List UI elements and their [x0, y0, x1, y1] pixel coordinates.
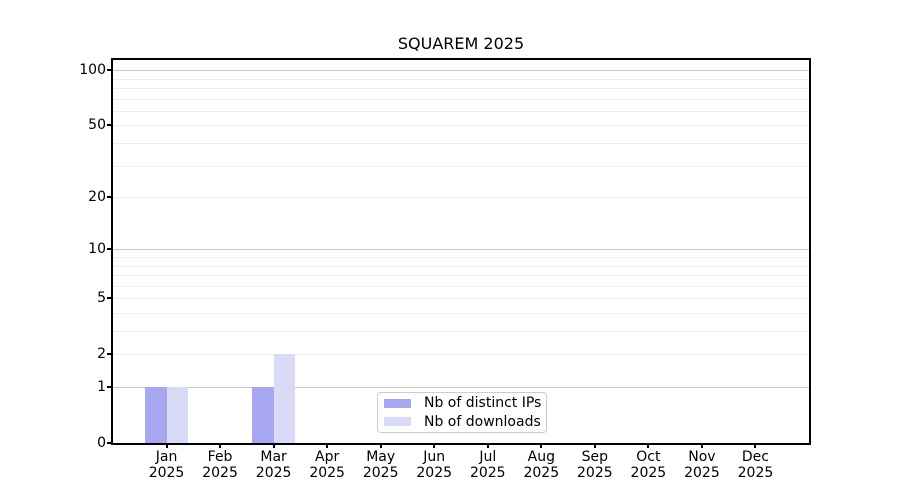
x-tick-label: Oct 2025: [606, 449, 690, 481]
x-tick-mark: [165, 443, 168, 448]
x-tick-year: 2025: [309, 464, 345, 481]
chart-title: SQUAREM 2025: [397, 34, 525, 53]
x-tick-mark: [647, 443, 650, 448]
legend-swatch-downloads: [384, 417, 411, 427]
y-gridline-minor: [113, 257, 809, 259]
y-gridline-major: [113, 249, 809, 251]
plot-area: [113, 60, 809, 443]
x-tick-mark: [379, 443, 382, 448]
x-tick-month: Aug: [527, 449, 555, 465]
x-tick-mark: [754, 443, 757, 448]
x-tick-month: Dec: [741, 449, 769, 465]
y-gridline-minor: [113, 88, 809, 90]
y-gridline-minor: [113, 285, 809, 287]
x-tick-mark: [272, 443, 275, 448]
x-tick-label: Jun 2025: [392, 449, 476, 481]
x-tick-month: Mar: [260, 449, 287, 465]
x-tick-label: Dec 2025: [713, 449, 797, 481]
bar-distinct-ips-jan: [145, 387, 167, 443]
x-tick-year: 2025: [684, 464, 720, 481]
legend-item-distinct-ips: Nb of distinct IPs: [384, 395, 542, 412]
y-tick-mark: [107, 353, 113, 356]
y-tick-mark: [107, 69, 113, 72]
y-gridline-minor: [113, 98, 809, 100]
y-tick-label: 100: [79, 62, 106, 79]
legend-item-downloads: Nb of downloads: [384, 413, 541, 430]
y-tick-label: 2: [97, 346, 106, 363]
legend: Nb of distinct IPs Nb of downloads: [377, 392, 547, 433]
x-tick-month: Nov: [688, 449, 716, 465]
x-tick-month: Apr: [315, 449, 340, 465]
x-tick-year: 2025: [255, 464, 292, 481]
x-tick-month: Feb: [207, 449, 233, 465]
y-gridline-minor: [113, 298, 809, 300]
legend-label-downloads: Nb of downloads: [424, 413, 541, 430]
y-tick-label: 50: [88, 117, 106, 134]
legend-label-distinct-ips: Nb of distinct IPs: [424, 395, 542, 412]
x-tick-label: Feb 2025: [178, 449, 262, 481]
x-tick-mark: [433, 443, 436, 448]
x-tick-month: Oct: [636, 449, 661, 465]
y-gridline-minor: [113, 265, 809, 267]
y-tick-label: 1: [97, 379, 106, 396]
y-tick-label: 20: [88, 189, 106, 206]
y-gridline-major: [113, 70, 809, 72]
bar-distinct-ips-mar: [252, 387, 274, 443]
x-tick-year: 2025: [202, 464, 238, 481]
y-tick-mark: [107, 248, 113, 251]
y-tick-mark: [107, 297, 113, 300]
y-gridline-major: [113, 387, 809, 389]
legend-swatch-distinct-ips: [384, 398, 411, 408]
x-tick-month: Jun: [423, 449, 446, 465]
x-tick-label: Jul 2025: [446, 449, 530, 481]
y-gridline-minor: [113, 143, 809, 145]
y-tick-mark: [107, 386, 113, 389]
x-tick-label: May 2025: [339, 449, 423, 481]
x-tick-mark: [540, 443, 543, 448]
x-tick-year: 2025: [737, 464, 774, 481]
y-gridline-minor: [113, 354, 809, 356]
y-tick-mark: [107, 442, 113, 444]
x-tick-year: 2025: [523, 464, 560, 481]
x-tick-label: Jan 2025: [125, 449, 209, 481]
x-tick-label: Apr 2025: [285, 449, 369, 481]
x-tick-mark: [486, 443, 489, 448]
y-tick-label: 10: [88, 241, 106, 258]
x-tick-year: 2025: [416, 464, 453, 481]
x-tick-month: Jan: [155, 449, 178, 465]
y-gridline-minor: [113, 110, 809, 112]
y-gridline-minor: [113, 275, 809, 277]
y-tick-label: 0: [97, 435, 106, 451]
x-tick-label: Mar 2025: [232, 449, 316, 481]
y-gridline-minor: [113, 125, 809, 127]
y-tick-mark: [107, 124, 113, 127]
y-gridline-minor: [113, 313, 809, 315]
y-tick-label: 5: [97, 290, 106, 307]
x-tick-mark: [219, 443, 222, 448]
y-gridline-minor: [113, 78, 809, 80]
y-tick-mark: [107, 196, 113, 199]
x-tick-label: Nov 2025: [660, 449, 744, 481]
x-tick-label: Sep 2025: [553, 449, 637, 481]
x-tick-year: 2025: [148, 464, 185, 481]
x-tick-year: 2025: [362, 464, 399, 481]
y-gridline-minor: [113, 165, 809, 167]
x-tick-mark: [593, 443, 596, 448]
x-tick-month: May: [366, 449, 396, 465]
x-tick-mark: [326, 443, 329, 448]
x-tick-mark: [700, 443, 703, 448]
bar-downloads-jan: [166, 387, 188, 443]
x-tick-month: Sep: [581, 449, 609, 465]
y-gridline-minor: [113, 331, 809, 333]
x-tick-year: 2025: [469, 464, 506, 481]
bar-downloads-mar: [273, 354, 296, 443]
x-tick-year: 2025: [630, 464, 667, 481]
x-tick-label: Aug 2025: [499, 449, 583, 481]
x-tick-year: 2025: [577, 464, 613, 481]
x-tick-month: Jul: [479, 449, 497, 465]
y-gridline-minor: [113, 197, 809, 199]
